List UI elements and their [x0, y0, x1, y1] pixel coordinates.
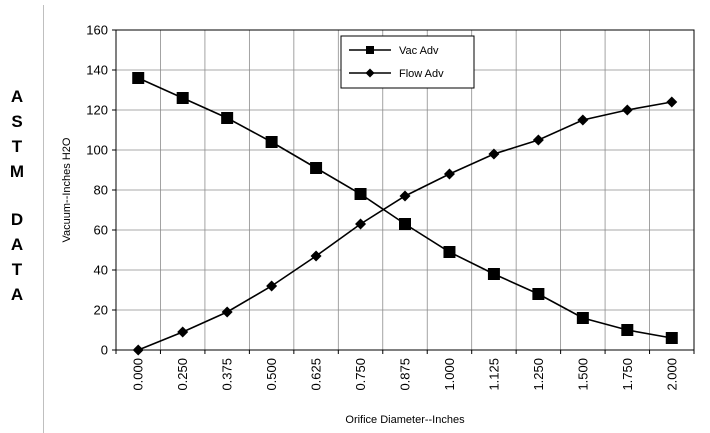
- x-tick-label: 1.000: [442, 358, 457, 391]
- y-tick-label: 20: [94, 303, 108, 318]
- data-point: [132, 72, 145, 84]
- x-axis-label: Orifice Diameter--Inches: [345, 414, 465, 426]
- x-tick-label: 0.375: [220, 358, 235, 391]
- y-tick-label: 100: [86, 143, 108, 158]
- data-point: [355, 218, 367, 230]
- data-point: [443, 246, 456, 258]
- square-marker: [366, 46, 374, 54]
- left-divider: [43, 5, 44, 433]
- data-point: [177, 326, 189, 338]
- x-tick-label: 1.500: [575, 358, 590, 391]
- y-tick-label: 0: [101, 343, 108, 358]
- x-tick-label: 1.750: [620, 358, 635, 391]
- data-point: [621, 104, 633, 116]
- data-point: [577, 114, 589, 126]
- x-tick-label: 2.000: [664, 358, 679, 391]
- series-vac-adv: [132, 72, 678, 344]
- data-point: [266, 280, 278, 292]
- data-point: [532, 288, 545, 300]
- side-letter: M: [9, 162, 25, 181]
- side-letter: T: [11, 137, 23, 156]
- y-axis-label: Vacuum--Inches H2O: [61, 137, 73, 242]
- data-point: [621, 324, 634, 336]
- series-layer: [132, 72, 678, 356]
- data-point: [132, 344, 144, 356]
- data-point: [487, 268, 500, 280]
- side-letter: D: [10, 210, 24, 229]
- data-point: [310, 162, 323, 174]
- data-point: [488, 148, 500, 160]
- data-point: [310, 250, 322, 262]
- x-tick-label: 0.750: [353, 358, 368, 391]
- data-point: [176, 92, 189, 104]
- x-tick-label: 1.125: [486, 358, 501, 391]
- y-tick-label: 140: [86, 63, 108, 78]
- diamond-marker: [365, 68, 375, 78]
- legend-box: [340, 35, 475, 89]
- data-point: [576, 312, 589, 324]
- side-letter: S: [11, 112, 23, 131]
- legend-label: Flow Adv: [399, 68, 444, 80]
- data-point: [399, 218, 411, 230]
- data-point: [354, 188, 367, 200]
- y-tick-label: 120: [86, 103, 108, 118]
- x-tick-label: 0.625: [309, 358, 324, 391]
- x-axis-ticks: 0.000 0.250 0.375 0.500 0.625 0.750 0.875 1.000…: [115, 350, 695, 391]
- x-tick-label: 0.000: [131, 358, 146, 391]
- data-point: [532, 134, 544, 146]
- x-tick-label: 0.250: [175, 358, 190, 391]
- y-tick-label: 80: [94, 183, 108, 198]
- x-tick-label: 1.250: [531, 358, 546, 391]
- side-letter: A: [10, 87, 24, 106]
- x-tick-label: 0.500: [264, 358, 279, 391]
- series-line: [137, 77, 672, 339]
- data-point: [221, 112, 234, 124]
- y-tick-label: 40: [94, 263, 108, 278]
- side-letter: T: [11, 260, 23, 279]
- data-point: [666, 96, 678, 108]
- x-tick-label: 0.875: [398, 358, 413, 391]
- series-flow-adv: [132, 96, 678, 356]
- y-tick-label: 160: [86, 23, 108, 38]
- y-tick-label: 60: [94, 223, 108, 238]
- data-point: [399, 190, 411, 202]
- legend-item: Vac Adv: [349, 45, 439, 57]
- data-point: [443, 168, 455, 180]
- legend-label: Vac Adv: [399, 45, 439, 57]
- data-point: [665, 332, 678, 344]
- data-point: [265, 136, 278, 148]
- data-point: [221, 306, 233, 318]
- legend-item: Flow Adv: [349, 68, 444, 80]
- side-letter: A: [10, 285, 24, 304]
- legend: Vac Adv Flow Adv: [340, 35, 475, 89]
- y-axis-ticks: 0 20 40 60 80 100 120 140 160: [86, 23, 116, 358]
- side-letter: A: [10, 235, 24, 254]
